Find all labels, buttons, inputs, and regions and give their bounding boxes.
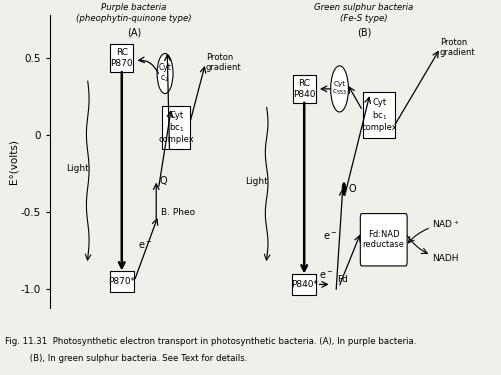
FancyBboxPatch shape: [109, 270, 134, 292]
FancyBboxPatch shape: [161, 106, 190, 149]
Text: O: O: [348, 184, 355, 194]
Text: (A): (A): [127, 27, 141, 38]
Text: Cyt
bc$_1$
complex: Cyt bc$_1$ complex: [158, 111, 193, 144]
FancyBboxPatch shape: [110, 44, 133, 72]
Text: Purple bacteria
(pheophytin-quinone type): Purple bacteria (pheophytin-quinone type…: [76, 3, 191, 23]
Text: Fd: Fd: [336, 275, 347, 284]
Text: e$^-$: e$^-$: [322, 231, 336, 242]
Y-axis label: E°(volts): E°(volts): [8, 139, 18, 184]
FancyBboxPatch shape: [292, 274, 316, 295]
Text: Proton
gradient: Proton gradient: [205, 53, 241, 72]
Text: NAD$^+$: NAD$^+$: [431, 219, 459, 230]
Text: e$^-$: e$^-$: [319, 270, 333, 280]
Text: Q: Q: [159, 176, 167, 186]
Text: Cyt
c$_2$: Cyt c$_2$: [158, 63, 171, 84]
Ellipse shape: [157, 54, 173, 93]
Text: P840*: P840*: [290, 280, 317, 289]
Text: Proton
gradient: Proton gradient: [439, 38, 474, 57]
Text: B. Pheo: B. Pheo: [160, 207, 194, 216]
Text: RC
P870: RC P870: [110, 48, 133, 68]
Text: Cyt
bc$_1$
complex: Cyt bc$_1$ complex: [361, 98, 396, 132]
Ellipse shape: [330, 66, 348, 112]
Text: Fd:NAD
reductase: Fd:NAD reductase: [362, 230, 404, 249]
Text: Green sulphur bacteria
(Fe-S type): Green sulphur bacteria (Fe-S type): [314, 3, 413, 23]
FancyBboxPatch shape: [360, 214, 406, 266]
Text: Light: Light: [245, 177, 268, 186]
Text: RC
P840: RC P840: [293, 79, 315, 99]
Text: e$^-$: e$^-$: [138, 240, 152, 251]
Text: (B), In green sulphur bacteria. See Text for details.: (B), In green sulphur bacteria. See Text…: [5, 354, 247, 363]
FancyBboxPatch shape: [292, 75, 315, 103]
Text: Light: Light: [66, 165, 89, 174]
Text: (B): (B): [356, 27, 370, 38]
Text: NADH: NADH: [431, 254, 458, 263]
Text: Fig. 11.31  Photosynthetic electron transport in photosynthetic bacteria. (A), I: Fig. 11.31 Photosynthetic electron trans…: [5, 338, 415, 346]
FancyBboxPatch shape: [363, 92, 394, 138]
Circle shape: [342, 183, 345, 195]
Text: P870*: P870*: [108, 277, 135, 286]
Text: Cyt
c$_{553}$: Cyt c$_{553}$: [331, 81, 347, 97]
